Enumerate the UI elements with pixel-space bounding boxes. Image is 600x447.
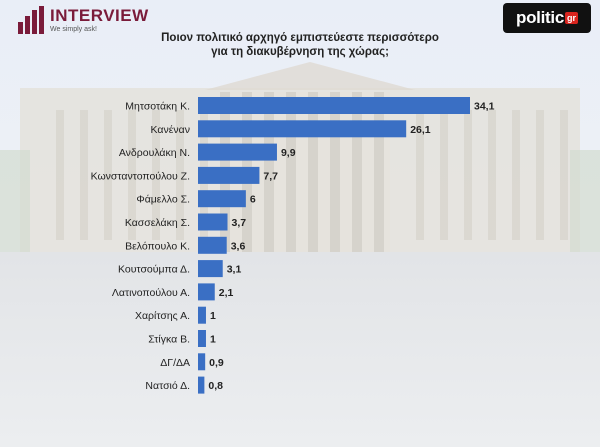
category-label: Στίγκα Β. — [148, 334, 190, 346]
value-label: 9,9 — [281, 147, 296, 159]
value-label: 3,6 — [231, 240, 246, 252]
background-roof — [205, 62, 415, 90]
background-windows-right — [400, 110, 570, 240]
category-label: Κασσελάκη Σ. — [125, 217, 190, 229]
bar — [198, 97, 470, 114]
category-label: Κουτσούμπα Δ. — [118, 264, 190, 276]
value-label: 34,1 — [474, 101, 495, 113]
category-label: Φάμελλο Σ. — [136, 194, 190, 206]
value-label: 0,9 — [209, 357, 224, 369]
bar — [198, 166, 260, 184]
bar — [198, 353, 206, 371]
interview-logo-mark — [18, 6, 44, 34]
background-trees-left — [0, 150, 30, 260]
politic-logo-suffix: gr — [564, 12, 578, 24]
value-label: 1 — [210, 310, 216, 322]
background-trees-right — [570, 150, 600, 260]
bar — [198, 120, 407, 138]
value-label: 1 — [210, 334, 216, 346]
category-label: Βελόπουλο Κ. — [125, 240, 190, 252]
bar — [198, 236, 227, 254]
interview-logo-tagline: We simply ask! — [50, 25, 97, 33]
background-windows-left — [40, 110, 210, 240]
bar — [198, 376, 205, 394]
bar — [198, 283, 215, 301]
value-label: 2,1 — [219, 287, 234, 299]
bar — [198, 306, 206, 324]
value-label: 6 — [250, 194, 256, 206]
value-label: 3,1 — [227, 264, 242, 276]
value-label: 0,8 — [208, 380, 223, 392]
bar — [198, 330, 206, 347]
category-label: Κανέναν — [151, 124, 190, 136]
interview-logo-name: INTERVIEW — [50, 5, 149, 25]
bar — [198, 213, 228, 231]
interview-logo: INTERVIEW We simply ask! — [18, 6, 149, 34]
category-label: Κωνσταντοπούλου Ζ. — [91, 170, 190, 182]
category-label: Ανδρουλάκη Ν. — [119, 147, 190, 159]
value-label: 7,7 — [263, 170, 278, 182]
chart-title-line-1: Ποιον πολιτικό αρχηγό εμπιστεύεστε περισ… — [161, 32, 439, 44]
chart-title: Ποιον πολιτικό αρχηγό εμπιστεύεστε περισ… — [150, 31, 450, 59]
chart-title-line-2: για τη διακυβέρνηση της χώρας; — [211, 46, 389, 58]
category-label: Νατσιό Δ. — [145, 380, 190, 392]
background-ground — [0, 252, 600, 447]
bar — [198, 190, 246, 208]
bar — [198, 260, 223, 278]
bar — [198, 143, 277, 161]
politic-logo-name: politic — [516, 8, 564, 27]
value-label: 26,1 — [410, 124, 431, 136]
politic-logo: politic gr — [503, 3, 591, 33]
category-label: Μητσοτάκη Κ. — [125, 101, 190, 113]
category-label: ΔΓ/ΔΑ — [160, 357, 190, 369]
category-label: Λατινοπούλου Α. — [112, 287, 190, 299]
value-label: 3,7 — [232, 217, 247, 229]
category-label: Χαρίτσης Α. — [135, 310, 190, 322]
